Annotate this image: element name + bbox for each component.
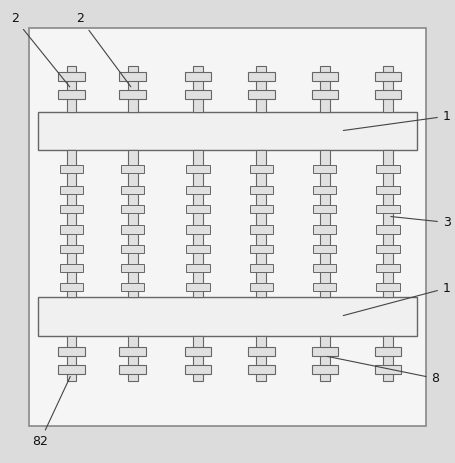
Bar [121,186,144,194]
Bar [121,165,144,173]
Bar [313,225,337,233]
Bar [121,244,144,253]
Bar [38,112,417,150]
Bar [185,365,211,374]
Bar [313,165,337,173]
Bar [187,263,210,272]
Bar [60,186,83,194]
Bar [66,150,76,297]
Text: 2: 2 [76,13,131,87]
Bar [250,165,273,173]
Bar [383,336,393,381]
Bar [187,186,210,194]
Bar [127,66,137,112]
Bar [248,347,274,356]
Bar [320,336,330,381]
Bar [376,225,400,233]
Bar [119,347,146,356]
Bar [127,150,137,297]
Text: 3: 3 [391,216,451,229]
Bar [383,150,393,297]
Bar [58,72,85,81]
Bar [376,283,400,291]
Bar [313,283,337,291]
Text: 8: 8 [328,357,440,385]
Bar [38,297,417,336]
Bar [376,244,400,253]
Bar [257,150,266,297]
Bar [320,150,330,297]
Text: 2: 2 [11,13,70,87]
Bar [375,347,401,356]
Bar [127,336,137,381]
Bar [257,336,266,381]
Bar [187,225,210,233]
Bar [313,186,337,194]
Bar [250,263,273,272]
Bar [312,347,338,356]
Text: 1: 1 [343,282,451,316]
Bar [376,263,400,272]
Bar [250,205,273,213]
Bar [60,225,83,233]
Bar [383,66,393,112]
Bar [248,365,274,374]
Bar [119,72,146,81]
Bar [320,66,330,112]
Bar [376,186,400,194]
Bar [185,72,211,81]
Bar [119,365,146,374]
Bar [312,90,338,99]
Bar [375,90,401,99]
Bar [375,72,401,81]
Bar [248,72,274,81]
Bar [250,244,273,253]
Bar [376,205,400,213]
Bar [376,165,400,173]
Bar [60,165,83,173]
Bar [121,225,144,233]
Bar [312,365,338,374]
Bar [185,90,211,99]
Bar [312,72,338,81]
Bar [121,205,144,213]
Bar [58,90,85,99]
Bar [250,225,273,233]
Bar [66,66,76,112]
Bar [121,283,144,291]
Bar [185,347,211,356]
Bar [193,66,203,112]
Bar [58,365,85,374]
Bar [60,283,83,291]
Bar [58,347,85,356]
Bar [257,66,266,112]
Bar [66,336,76,381]
Bar [60,205,83,213]
Bar [313,263,337,272]
Bar [313,244,337,253]
Bar [250,186,273,194]
Text: 82: 82 [32,376,71,448]
Bar [60,244,83,253]
Bar [29,28,426,426]
Bar [250,283,273,291]
Bar [187,283,210,291]
Bar [60,263,83,272]
Bar [248,90,274,99]
Bar [187,244,210,253]
Bar [119,90,146,99]
Text: 1: 1 [344,110,451,131]
Bar [375,365,401,374]
Bar [187,165,210,173]
Bar [313,205,337,213]
Bar [193,150,203,297]
Bar [193,336,203,381]
Bar [187,205,210,213]
Bar [121,263,144,272]
